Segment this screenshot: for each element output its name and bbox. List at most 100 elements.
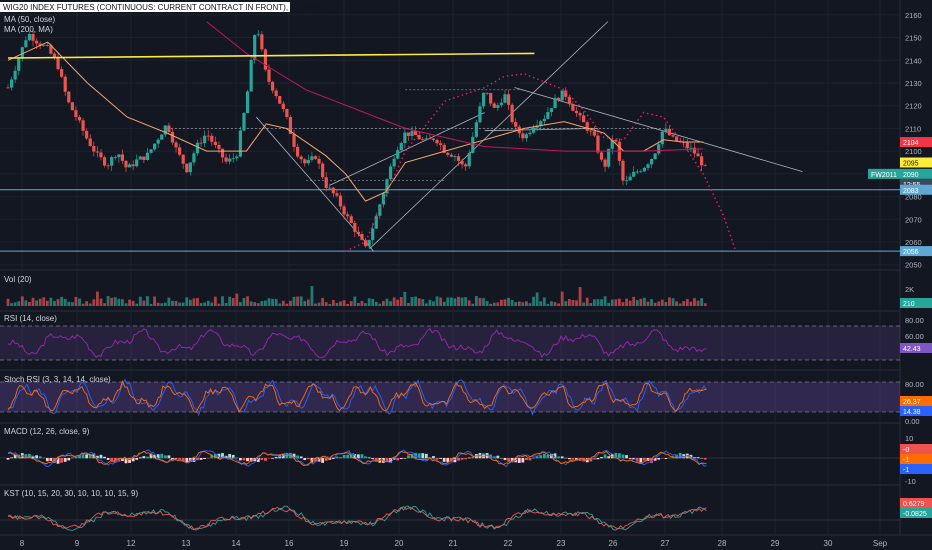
candle-body (328, 187, 332, 189)
candle-body (85, 130, 89, 139)
macd-bar (42, 457, 46, 459)
volume-bar (428, 299, 432, 306)
macd-bar (228, 454, 232, 459)
candle-body (331, 187, 335, 194)
candle-body (467, 152, 471, 167)
macd-bar (517, 458, 521, 463)
volume-bar (550, 301, 553, 306)
candle-body (660, 131, 664, 145)
volume-bar (242, 298, 246, 306)
macd-bar (31, 455, 35, 459)
macd-bar (442, 458, 446, 462)
candle-body (238, 130, 243, 157)
candle-body (567, 96, 571, 105)
macd-bar (367, 457, 371, 459)
volume-bar (142, 300, 146, 306)
candle-body (27, 34, 32, 41)
volume-bar (535, 292, 539, 306)
macd-bar (407, 455, 410, 459)
macd-bar (503, 458, 507, 461)
candle-body (142, 156, 146, 160)
candle-body (439, 143, 443, 145)
macd-bar (664, 458, 668, 459)
volume-bar (167, 297, 171, 306)
candle-body (110, 157, 114, 166)
legend-ma200[interactable]: MA (200, MA) (4, 25, 53, 34)
candle-body (524, 134, 529, 139)
volume-bar (596, 299, 600, 306)
legend-volume[interactable]: Vol (20) (4, 275, 32, 284)
volume-bar (253, 302, 257, 306)
macd-bar (542, 454, 546, 459)
candle-body (506, 94, 511, 105)
badge-2095: 2095 (903, 160, 919, 167)
candle-body (38, 43, 42, 46)
macd-bar (45, 458, 49, 462)
macd-bar (589, 458, 593, 462)
y-tick-label: 2130 (905, 79, 922, 88)
badge-stoch-k: 26.37 (903, 399, 921, 406)
projected-arc (345, 73, 736, 252)
volume-bar (621, 302, 625, 306)
candle-body (528, 132, 532, 135)
macd-bar (621, 454, 625, 459)
candle-body (210, 135, 214, 142)
macd-bar (131, 458, 135, 462)
candle-body (381, 193, 386, 205)
badge-rsi: 42.43 (903, 346, 921, 353)
volume-bar (274, 299, 278, 306)
legend-kst[interactable]: KST (10, 15, 20, 30, 10, 10, 10, 15, 9) (4, 489, 139, 498)
candle-body (392, 158, 396, 167)
macd-bar (306, 458, 310, 460)
macd-bar (342, 454, 346, 459)
volume-bar (271, 298, 274, 306)
candle-body (353, 222, 357, 232)
volume-bar (525, 301, 528, 306)
volume-bar (489, 303, 493, 306)
volume-bar (6, 298, 10, 306)
badge-macd-hist: -0 (903, 447, 909, 454)
price-badges: 21042095FW2011209012:552083205621042.432… (868, 137, 932, 518)
volume-bar (564, 301, 568, 306)
candle-body (70, 102, 74, 111)
time-axis[interactable]: 8 9 12 13 14 16 19 20 21 22 23 26 27 28 29 30 Sep (20, 539, 888, 548)
volume-bar (60, 296, 64, 306)
macd-bar (221, 453, 224, 459)
indicator-y-tick: 10 (905, 434, 913, 443)
volume-bar (135, 303, 139, 306)
legend-macd[interactable]: MACD (12, 26, close, 9) (4, 427, 90, 436)
volume-bar (95, 291, 99, 306)
candle-body (621, 160, 625, 181)
macd-bar (635, 458, 639, 462)
volume-bar (196, 297, 199, 306)
macd-bar (653, 458, 657, 461)
x-tick-label: 19 (340, 539, 349, 548)
candle-body (413, 131, 418, 136)
volume-bar (353, 296, 357, 306)
macd-bar (242, 458, 246, 461)
candle-body (396, 150, 400, 159)
volume-bar (364, 303, 367, 306)
rsi-line (7, 327, 707, 359)
legend-stoch-rsi[interactable]: Stoch RSI (3, 3, 14, 14, close) (4, 375, 111, 384)
candle-body (270, 81, 275, 91)
candle-body (453, 156, 457, 158)
macd-bar (303, 458, 307, 461)
volume-bar (42, 297, 46, 306)
volume-bar (553, 302, 557, 306)
volume-bar (306, 299, 310, 306)
candle-body (481, 92, 486, 107)
macd-bar (260, 458, 264, 461)
price-axis[interactable]: 2160 2150 2140 2130 2120 2110 2100 2090 2080 2070… (905, 11, 924, 486)
volume-bar (496, 302, 500, 306)
volume-bar (403, 291, 407, 306)
legend-ma50[interactable]: MA (50, close) (4, 15, 55, 24)
candle-body (635, 171, 639, 173)
candle-body (639, 171, 643, 173)
legend-rsi[interactable]: RSI (14, close) (4, 314, 57, 323)
macd-bar (335, 456, 339, 459)
trendline (484, 128, 598, 132)
macd-bar (264, 458, 267, 461)
volume-bar (592, 299, 596, 306)
